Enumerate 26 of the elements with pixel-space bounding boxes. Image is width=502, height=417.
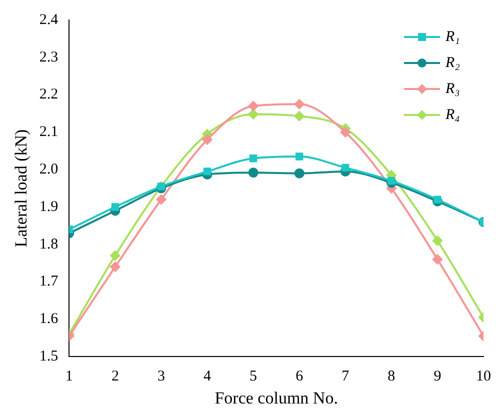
- x-tick-label: 7: [342, 368, 350, 385]
- y-tick-label: 1.6: [39, 311, 59, 328]
- x-tick-label: 9: [434, 368, 442, 385]
- x-tick-label: 4: [204, 368, 212, 385]
- y-tick-label: 2.4: [39, 12, 59, 28]
- y-tick-label: 1.8: [39, 236, 58, 252]
- x-tick-label: 10: [476, 368, 491, 385]
- x-tick-label: 6: [296, 368, 304, 385]
- y-tick-label: 2.2: [39, 86, 58, 103]
- x-tick-label: 8: [388, 368, 396, 385]
- x-axis-title: Force column No.: [214, 388, 338, 408]
- x-tick-label: 3: [157, 368, 165, 385]
- y-tick-label: 2.1: [39, 124, 58, 140]
- legend-label: R₂: [446, 54, 460, 72]
- legend-label: R₃: [446, 80, 460, 98]
- x-tick-label: 2: [111, 368, 119, 385]
- x-tick-label: 1: [65, 368, 73, 385]
- y-tick-label: 1.9: [39, 198, 58, 215]
- y-tick-label: 2.0: [39, 162, 58, 178]
- legend-label: R₁: [446, 28, 460, 46]
- y-tick-label: 1.7: [39, 274, 59, 290]
- y-tick-label: 1.5: [39, 348, 58, 365]
- legend-label: R₄: [446, 106, 460, 124]
- y-axis-title: Lateral load (kN): [12, 129, 31, 248]
- y-tick-label: 2.3: [39, 49, 58, 66]
- x-tick-label: 5: [250, 368, 258, 385]
